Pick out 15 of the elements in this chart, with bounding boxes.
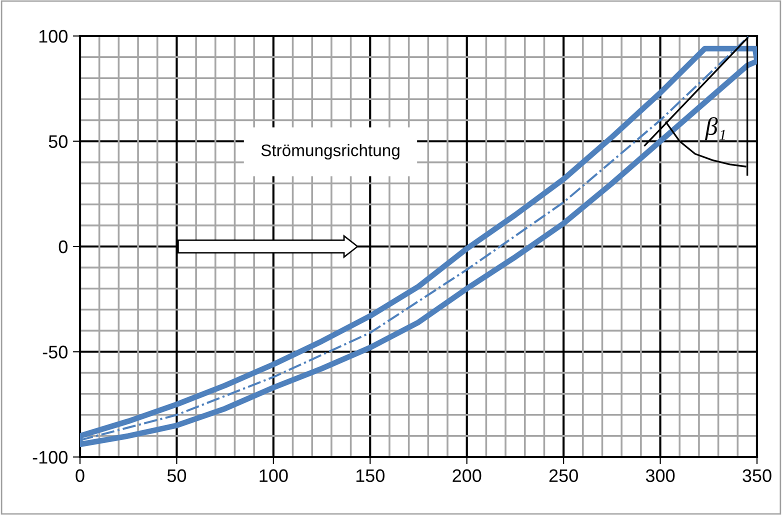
annotation: Strömungsrichtung [261,144,400,160]
x-tick-label: 300 [646,469,675,482]
x-tick-label: 350 [742,469,772,482]
y-tick-label: -50 [42,346,68,358]
y-tick-label: 50 [48,135,68,148]
y-tick-label: 0 [58,240,68,254]
x-tick-label: 0 [76,469,84,482]
x-tick-label: 100 [260,469,288,482]
x-tick-label: 150 [356,469,384,482]
annotation: β₁ [704,117,725,140]
y-tick-label: -100 [32,450,68,464]
x-tick-label: 200 [452,469,482,482]
x-tick-label: 50 [167,469,186,482]
y-tick-label: 100 [39,30,68,43]
x-tick-label: 250 [549,469,578,482]
